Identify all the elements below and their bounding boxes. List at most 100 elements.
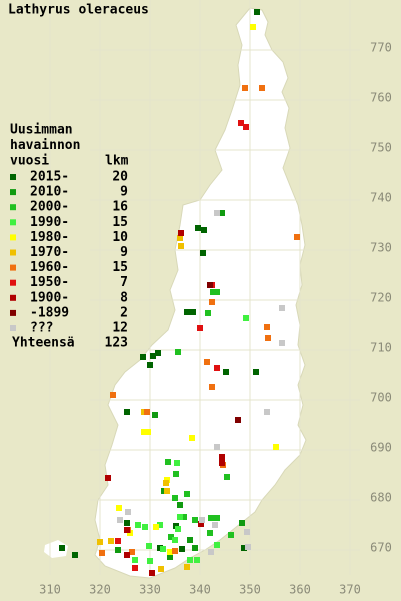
y-tick-label: 710	[370, 341, 392, 355]
observation-dot	[184, 309, 190, 315]
observation-dot	[152, 412, 158, 418]
observation-dot	[210, 289, 216, 295]
observation-dot	[212, 522, 218, 528]
observation-dot	[208, 549, 214, 555]
observation-dot	[149, 570, 155, 576]
observation-dot	[174, 460, 180, 466]
x-tick-label: 320	[89, 583, 111, 597]
y-tick-label: 700	[370, 391, 392, 405]
y-tick-label: 760	[370, 91, 392, 105]
observation-dot	[115, 547, 121, 553]
total-label: Yhteensä	[12, 336, 75, 351]
observation-dot	[239, 520, 245, 526]
observation-dot	[145, 429, 151, 435]
observation-dot	[214, 444, 220, 450]
observation-dot	[175, 526, 181, 532]
observation-dot	[273, 444, 279, 450]
observation-dot	[214, 289, 220, 295]
observation-dot	[129, 549, 135, 555]
legend-count: 2	[120, 305, 128, 320]
observation-dot	[250, 24, 256, 30]
observation-dot	[140, 354, 146, 360]
observation-dot	[207, 530, 213, 536]
observation-dot	[279, 305, 285, 311]
observation-dot	[144, 409, 150, 415]
legend-count: 20	[112, 170, 128, 185]
observation-dot	[135, 522, 141, 528]
legend-swatch	[10, 264, 16, 271]
observation-dot	[99, 550, 105, 556]
x-tick-label: 350	[239, 583, 261, 597]
observation-dot	[209, 384, 215, 390]
observation-dot	[124, 520, 130, 526]
observation-dot	[142, 524, 148, 530]
y-tick-label: 670	[370, 541, 392, 555]
legend-count: 8	[120, 290, 128, 305]
observation-dot	[157, 522, 163, 528]
observation-dot	[199, 517, 205, 523]
legend-count: 15	[112, 215, 128, 230]
observation-dot	[172, 495, 178, 501]
observation-dot	[181, 514, 187, 520]
x-tick-label: 330	[139, 583, 161, 597]
observation-dot	[219, 454, 225, 460]
observation-dot	[219, 460, 225, 466]
legend-label: 2010-	[30, 185, 69, 200]
observation-dot	[194, 557, 200, 563]
observation-dot	[204, 359, 210, 365]
legend-count: 12	[112, 321, 128, 336]
y-tick-label: 680	[370, 491, 392, 505]
observation-dot	[279, 340, 285, 346]
observation-dot	[177, 514, 183, 520]
legend-label: 1960-	[30, 260, 69, 275]
legend-title: vuosi	[10, 154, 49, 169]
count-header: lkm	[105, 154, 129, 169]
legend-count: 9	[120, 245, 128, 260]
observation-dot	[124, 409, 130, 415]
observation-dot	[238, 120, 244, 126]
observation-dot	[195, 225, 201, 231]
observation-dot	[242, 85, 248, 91]
observation-dot	[192, 517, 198, 523]
observation-dot	[178, 243, 184, 249]
observation-dot	[219, 210, 225, 216]
x-tick-label: 310	[39, 583, 61, 597]
observation-dot	[72, 552, 78, 558]
observation-dot	[265, 335, 271, 341]
legend-swatch	[10, 309, 16, 316]
observation-dot	[235, 417, 241, 423]
observation-dot	[125, 509, 131, 515]
observation-dot	[254, 9, 260, 15]
x-tick-label: 340	[189, 583, 211, 597]
legend-label: 2000-	[30, 200, 69, 215]
observation-dot	[264, 324, 270, 330]
legend-swatch	[10, 219, 16, 226]
observation-dot	[124, 552, 130, 558]
observation-dot	[189, 435, 195, 441]
observation-dot	[163, 480, 169, 486]
legend-count: 15	[112, 260, 128, 275]
observation-dot	[167, 554, 173, 560]
observation-dot	[187, 557, 193, 563]
observation-dot	[110, 392, 116, 398]
observation-dot	[172, 537, 178, 543]
observation-dot	[147, 362, 153, 368]
observation-dot	[141, 429, 147, 435]
observation-dot	[244, 529, 250, 535]
observation-dot	[201, 227, 207, 233]
observation-dot	[197, 325, 203, 331]
legend-swatch	[10, 279, 16, 286]
legend-label: ???	[30, 321, 53, 336]
legend-swatch	[10, 249, 16, 256]
observation-dot	[245, 544, 251, 550]
observation-dot	[168, 534, 174, 540]
legend-count: 7	[120, 275, 128, 290]
observation-dot	[177, 235, 183, 241]
observation-dot	[116, 505, 122, 511]
observation-dot	[124, 527, 130, 533]
observation-dot	[158, 566, 164, 572]
legend-label: 1950-	[30, 275, 69, 290]
y-tick-label: 690	[370, 441, 392, 455]
observation-dot	[173, 471, 179, 477]
